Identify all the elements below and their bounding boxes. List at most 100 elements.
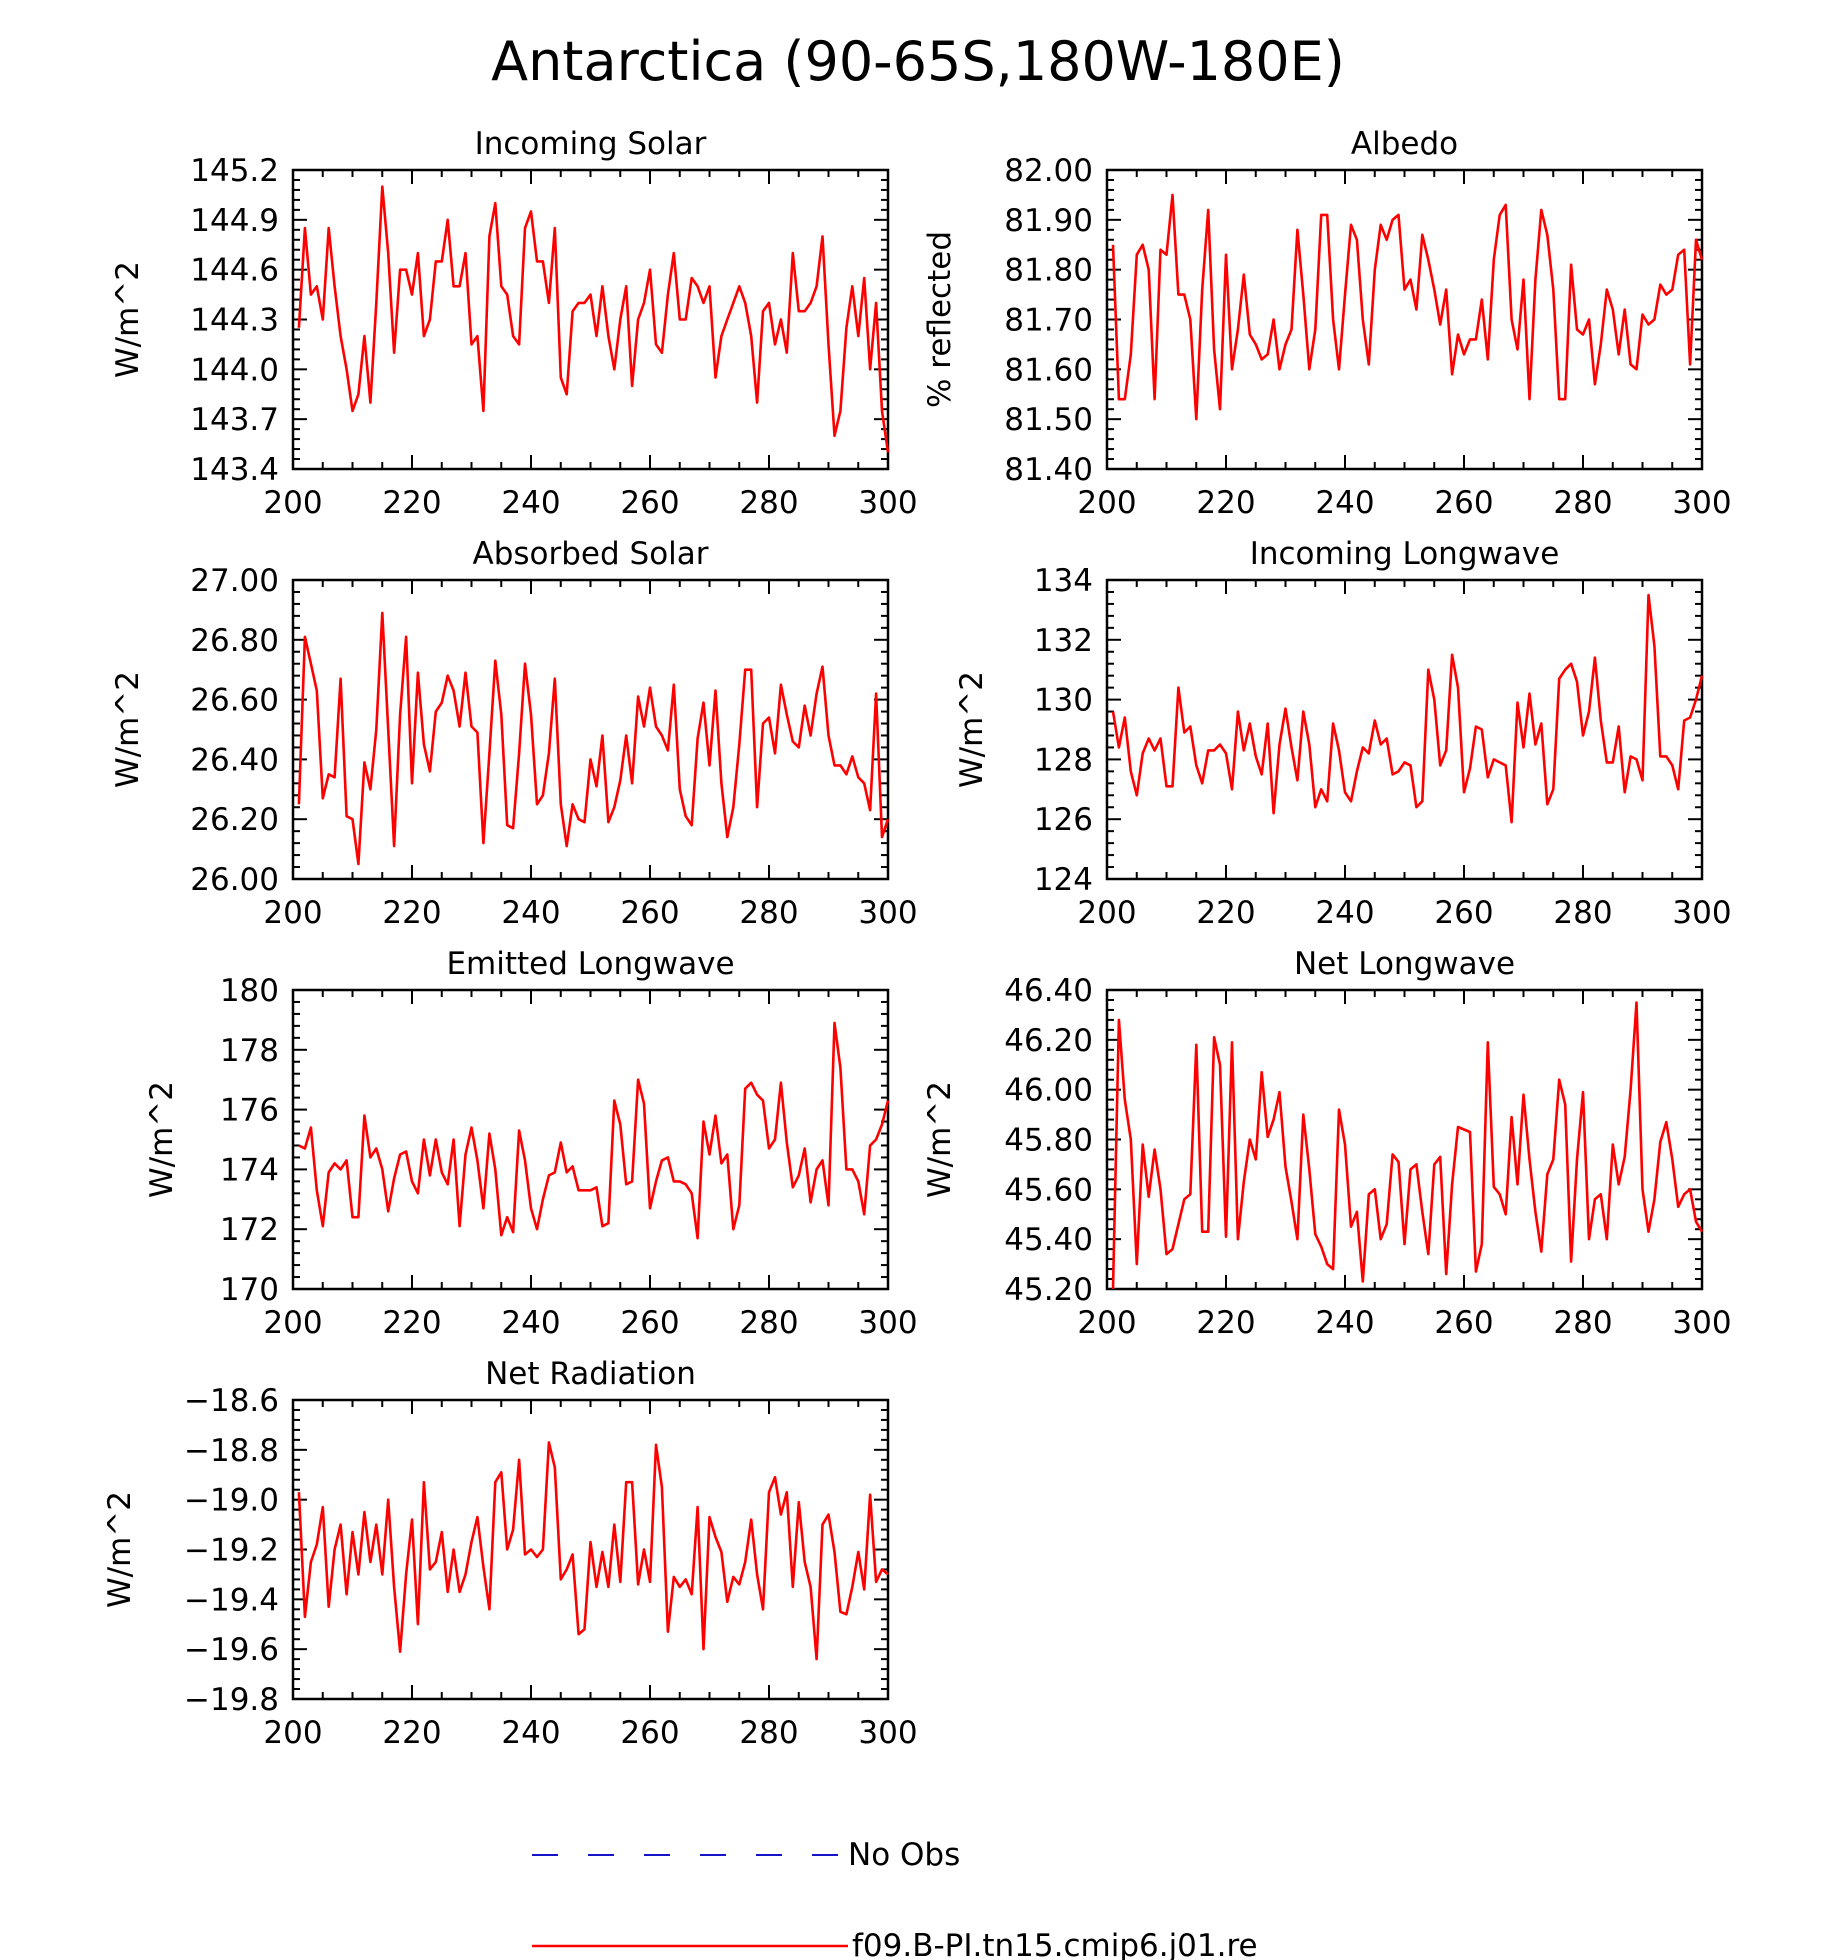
y-tick-label: 81.50 [1004,402,1093,438]
y-tick-label: 144.0 [190,352,279,388]
x-tick-label: 280 [739,485,798,521]
x-tick-label: 260 [620,1305,679,1341]
plot-frame [1105,578,1704,881]
chart-title: Absorbed Solar [472,536,708,572]
x-tick-label: 240 [501,1715,560,1751]
y-tick-label: 144.9 [190,203,279,239]
x-tick-label: 300 [858,485,917,521]
y-tick-label: 128 [1034,742,1093,778]
chart-title: Net Longwave [1294,946,1515,982]
y-tick-label: 26.00 [190,862,279,898]
x-tick-label: 260 [620,895,679,931]
y-tick-label: 45.60 [1004,1172,1093,1208]
chart-albedo: 200 220 240 260 280 300 81.40 81.50 81.60 81.70 81… [922,126,1732,521]
y-tick-label: 170 [220,1272,279,1308]
y-tick-label: 144.6 [190,253,279,289]
series-line-absorbed-solar [297,611,890,866]
y-tick-label: 81.70 [1004,303,1093,339]
x-tick-label: 300 [1672,485,1731,521]
figure-title: Antarctica (90-65S,180W-180E) [491,30,1345,93]
y-axis-label: W/m^2 [922,1081,958,1198]
series-line-incoming-longwave [1111,593,1704,824]
chart-title: Incoming Longwave [1250,536,1560,572]
x-tick-label: 260 [1434,1305,1493,1341]
chart-net-longwave: 200 220 240 260 280 300 45.20 45.40 45.60 45.80 46… [922,946,1732,1341]
x-tick-label: 220 [382,895,441,931]
plot-frame [291,168,890,471]
x-tick-label: 240 [1315,485,1374,521]
x-tick-label: 260 [1434,485,1493,521]
x-tick-label: 300 [858,1305,917,1341]
y-tick-label: −19.4 [184,1582,279,1618]
y-tick-label: −18.6 [184,1383,279,1419]
y-tick-label: 144.3 [190,303,279,339]
x-tick-label: 240 [501,895,560,931]
plot-frame [1105,168,1704,471]
y-tick-label: 26.80 [190,623,279,659]
x-tick-label: 220 [382,1715,441,1751]
y-tick-label: 81.90 [1004,203,1093,239]
x-tick-label: 300 [1672,1305,1731,1341]
chart-title: Net Radiation [485,1356,696,1392]
y-tick-label: 172 [220,1212,279,1248]
x-tick-label: 240 [1315,895,1374,931]
y-tick-label: 46.20 [1004,1023,1093,1059]
y-axis-label: % reflected [922,231,958,408]
chart-net-radiation: 200 220 240 260 280 300 −19.8 −19.6 −19.4 −19.2 −1… [102,1356,918,1751]
x-tick-label: 280 [1553,895,1612,931]
y-tick-label: 178 [220,1033,279,1069]
chart-title: Emitted Longwave [446,946,734,982]
y-tick-label: 26.60 [190,683,279,719]
y-tick-label: 45.40 [1004,1222,1093,1258]
legend-label-model: f09.B-PI.tn15.cmip6.j01.re [852,1928,1258,1960]
x-tick-label: 220 [1196,485,1255,521]
x-tick-label: 240 [501,1305,560,1341]
y-axis-label: W/m^2 [144,1081,180,1198]
x-tick-label: 200 [263,1305,322,1341]
x-tick-label: 280 [739,895,798,931]
plot-frame [291,988,890,1291]
y-tick-label: 145.2 [190,153,279,189]
y-tick-label: 176 [220,1093,279,1129]
x-tick-label: 220 [382,1305,441,1341]
x-tick-label: 220 [1196,895,1255,931]
y-tick-label: 134 [1034,563,1093,599]
y-tick-label: 82.00 [1004,153,1093,189]
x-tick-label: 220 [382,485,441,521]
x-tick-label: 240 [1315,1305,1374,1341]
x-tick-label: 300 [858,895,917,931]
y-tick-label: 45.20 [1004,1272,1093,1308]
x-tick-label: 200 [263,1715,322,1751]
y-tick-label: 26.40 [190,742,279,778]
y-tick-label: −19.8 [184,1682,279,1718]
x-tick-label: 280 [1553,1305,1612,1341]
y-tick-label: 81.60 [1004,352,1093,388]
chart-title: Incoming Solar [475,126,707,162]
chart-incoming-solar: 200 220 240 260 280 300 143.4 143.7 144.0 144.3 14… [110,126,918,521]
y-tick-label: 46.00 [1004,1073,1093,1109]
x-tick-label: 200 [1077,895,1136,931]
x-tick-label: 200 [263,485,322,521]
y-axis-label: W/m^2 [954,671,990,788]
y-tick-label: 132 [1034,623,1093,659]
legend-label-no-obs: No Obs [848,1837,960,1873]
y-axis-label: W/m^2 [110,261,146,378]
x-tick-label: 280 [1553,485,1612,521]
y-tick-label: 174 [220,1152,279,1188]
y-tick-label: −18.8 [184,1433,279,1469]
x-tick-label: 300 [858,1715,917,1751]
x-tick-label: 280 [739,1715,798,1751]
y-tick-label: 45.80 [1004,1123,1093,1159]
x-tick-label: 200 [263,895,322,931]
y-tick-label: 46.40 [1004,973,1093,1009]
chart-absorbed-solar: 200 220 240 260 280 300 26.00 26.20 26.40 26.60 26… [110,536,918,931]
y-axis-label: W/m^2 [102,1491,138,1608]
x-tick-label: 240 [501,485,560,521]
y-tick-label: 124 [1034,862,1093,898]
chart-emitted-longwave: 200 220 240 260 280 300 170 172 174 176 178 180 Emit… [144,946,918,1341]
y-tick-label: 26.20 [190,802,279,838]
y-tick-label: 180 [220,973,279,1009]
y-tick-label: 27.00 [190,563,279,599]
x-tick-label: 220 [1196,1305,1255,1341]
